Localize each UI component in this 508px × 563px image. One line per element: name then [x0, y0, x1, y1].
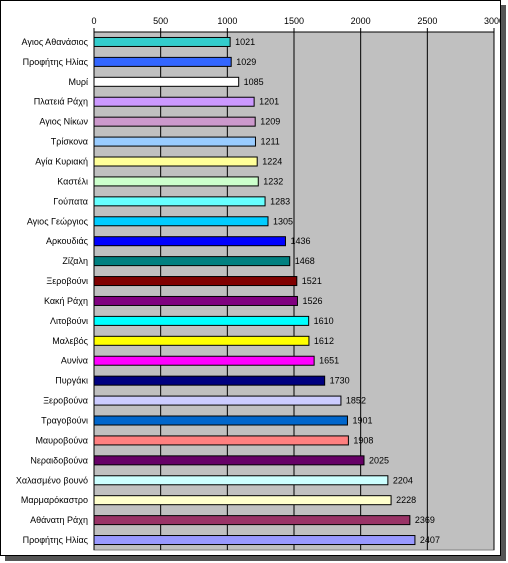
category-label: Χαλασμένο βουνό — [16, 475, 88, 485]
bar — [93, 415, 348, 426]
category-label: Αγιος Αθανάσιος — [22, 37, 89, 47]
category-label: Πυργάκι — [55, 376, 88, 386]
value-label: 1085 — [244, 77, 264, 87]
bar — [93, 156, 258, 167]
x-tick-label: 3000 — [484, 16, 500, 26]
bar — [93, 256, 291, 267]
bar — [93, 455, 365, 466]
bar — [93, 395, 342, 406]
value-label: 1852 — [346, 396, 366, 406]
value-label: 1612 — [314, 336, 334, 346]
category-label: Καστέλι — [57, 176, 88, 186]
category-label: Ξεροβούνα — [43, 396, 88, 406]
value-label: 1283 — [270, 196, 290, 206]
value-label: 1211 — [260, 137, 279, 147]
value-label: 1029 — [236, 57, 256, 67]
category-label: Αγιος Γεώργιος — [27, 216, 89, 226]
category-label: Μυρί — [68, 77, 88, 87]
value-label: 1436 — [290, 236, 310, 246]
x-axis-ticks: 0 500 1000 1500 2000 2500 3000 — [91, 16, 500, 33]
category-label: Νεραιδοβούνα — [30, 455, 88, 465]
value-labels: 1021 1029 1085 1201 1209 1211 1224 1232 1283 1305… — [235, 37, 440, 545]
x-tick-label: 2000 — [351, 16, 371, 26]
bar — [93, 216, 269, 227]
value-label: 1224 — [262, 157, 282, 167]
bar — [93, 136, 256, 147]
bar — [93, 56, 232, 67]
category-labels: Αγιος Αθανάσιος Προφήτης Ηλίας Μυρί Πλατειά… — [16, 37, 89, 545]
bar — [93, 535, 416, 546]
category-label: Προφήτης Ηλίας — [23, 57, 89, 67]
value-label: 1468 — [295, 256, 315, 266]
value-label: 1901 — [352, 416, 372, 426]
value-label: 1526 — [302, 296, 322, 306]
bar — [93, 475, 389, 486]
value-label: 1201 — [259, 97, 279, 107]
category-label: Αθάνατη Ράχη — [30, 515, 88, 525]
bar — [93, 435, 349, 446]
x-tick-label: 2500 — [417, 16, 437, 26]
category-label: Αγία Κυριακή — [35, 157, 88, 167]
category-label: Μαρμαρόκαστρο — [21, 495, 88, 505]
category-label: Αγιος Νίκων — [39, 117, 88, 127]
bar — [93, 236, 286, 247]
category-label: Ζίζαλη — [62, 256, 88, 266]
bar — [93, 495, 392, 506]
category-label: Τρίσκονα — [51, 137, 88, 147]
value-label: 1209 — [260, 117, 280, 127]
bar — [93, 76, 240, 87]
bar — [93, 375, 326, 386]
bar — [93, 515, 411, 526]
x-tick-label: 1000 — [217, 16, 237, 26]
bar — [93, 315, 310, 326]
bar — [93, 276, 298, 287]
bar — [93, 176, 259, 187]
category-label: Μαλεβός — [52, 336, 88, 346]
category-label: Γούπατα — [53, 196, 88, 206]
value-label: 2369 — [415, 515, 435, 525]
value-label: 1521 — [302, 276, 322, 286]
category-label: Αρκουδιάς — [46, 236, 89, 246]
bar — [93, 355, 315, 366]
value-label: 1730 — [330, 376, 350, 386]
bar — [93, 335, 310, 346]
x-tick-label: 1500 — [284, 16, 304, 26]
x-tick-label: 500 — [153, 16, 168, 26]
x-tick-label: 0 — [91, 16, 96, 26]
value-label: 1651 — [319, 356, 339, 366]
category-label: Ξεροβούνι — [46, 276, 88, 286]
bar — [93, 116, 256, 127]
value-label: 1232 — [263, 176, 283, 186]
value-label: 1610 — [314, 316, 334, 326]
bar — [93, 36, 231, 47]
value-label: 2407 — [420, 535, 440, 545]
value-label: 1908 — [353, 435, 373, 445]
bars — [93, 36, 416, 546]
value-label: 2204 — [393, 475, 413, 485]
value-label: 2025 — [369, 455, 389, 465]
value-label: 2228 — [396, 495, 416, 505]
bar — [93, 295, 298, 306]
category-label: Προφήτης Ηλίας — [23, 535, 89, 545]
category-label: Αυνίνα — [61, 356, 88, 366]
bar — [93, 96, 255, 107]
category-label: Κακή Ράχη — [44, 296, 88, 306]
category-label: Τραγοβούνι — [41, 416, 88, 426]
category-label: Πλατειά Ράχη — [34, 97, 88, 107]
category-label: Μαυροβούνα — [35, 435, 88, 445]
category-label: Λιτοβούνι — [50, 316, 88, 326]
chart-frame: 0 500 1000 1500 2000 2500 3000 Αγιος Αθανάσιος… — [0, 0, 501, 556]
bar-chart: 0 500 1000 1500 2000 2500 3000 Αγιος Αθανάσιος… — [16, 16, 500, 551]
value-label: 1021 — [235, 37, 255, 47]
bar — [93, 196, 266, 207]
value-label: 1305 — [273, 216, 293, 226]
